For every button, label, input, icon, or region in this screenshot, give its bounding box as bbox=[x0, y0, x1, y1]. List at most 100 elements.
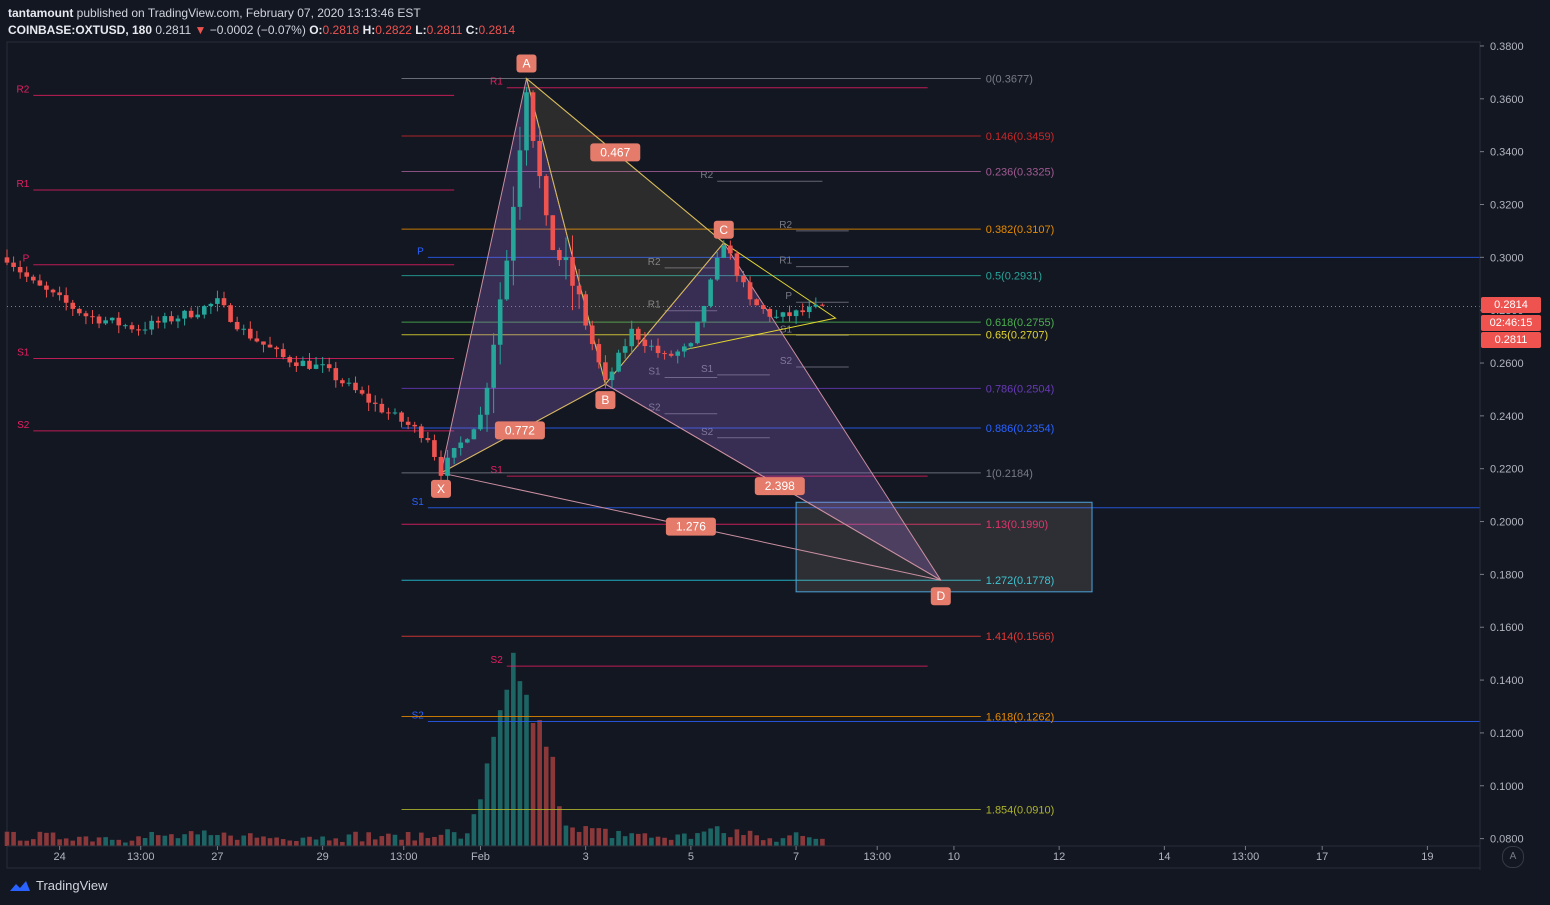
candle-body bbox=[668, 353, 674, 356]
volume-bar bbox=[386, 833, 391, 846]
candle-body bbox=[359, 390, 365, 394]
volume-bar bbox=[96, 837, 102, 846]
candle-body bbox=[734, 253, 740, 276]
ratio-label-bg bbox=[590, 143, 641, 162]
candle-body bbox=[195, 314, 201, 318]
candle-body bbox=[37, 280, 43, 286]
pivot-label: S1 bbox=[491, 465, 504, 476]
volume-bar bbox=[399, 839, 404, 846]
pivot-label: S2 bbox=[491, 655, 504, 666]
candle-body bbox=[300, 360, 306, 366]
volume-bar bbox=[57, 839, 62, 846]
volume-bar bbox=[405, 831, 411, 846]
candle-body bbox=[767, 308, 773, 317]
candle-body bbox=[175, 318, 181, 322]
down-arrow-icon: ▼ bbox=[194, 23, 207, 37]
volume-bar bbox=[267, 838, 273, 846]
author-name[interactable]: tantamount bbox=[8, 6, 74, 20]
candle-body bbox=[695, 321, 700, 344]
candle-body bbox=[806, 306, 812, 313]
candle-body bbox=[333, 368, 339, 381]
volume-bar bbox=[294, 840, 299, 846]
volume-bar bbox=[701, 831, 707, 846]
candles bbox=[4, 86, 1480, 483]
price-tick-label: 0.3600 bbox=[1490, 94, 1524, 106]
ratio-label: 0.467 bbox=[590, 143, 641, 162]
pivot-label: S2 bbox=[648, 403, 661, 414]
candle-body bbox=[248, 328, 253, 339]
volume-bar bbox=[760, 840, 766, 846]
brand-name: TradingView bbox=[36, 878, 108, 893]
volume-bar bbox=[241, 835, 247, 846]
fib-label: 0.382(0.3107) bbox=[986, 224, 1055, 236]
time-tick-label: 5 bbox=[688, 851, 694, 863]
volume-bar bbox=[313, 839, 319, 846]
open-value: 0.2818 bbox=[322, 23, 360, 37]
candle-body bbox=[728, 245, 733, 254]
close-price-tag: 0.2814 bbox=[1481, 297, 1541, 313]
candle-body bbox=[616, 352, 621, 372]
volume-bar bbox=[780, 838, 786, 846]
volume-bar bbox=[741, 835, 746, 846]
candle-body bbox=[313, 364, 319, 369]
pivot-label: P bbox=[785, 291, 792, 302]
volume-bar bbox=[155, 835, 161, 846]
volume-bar bbox=[129, 840, 135, 846]
volume-bar bbox=[787, 835, 792, 846]
point-c-label: C bbox=[713, 220, 734, 239]
candle-body bbox=[570, 257, 575, 286]
volume-bar bbox=[629, 833, 635, 846]
ratio-label: 1.276 bbox=[665, 517, 716, 536]
price-tick-label: 0.1400 bbox=[1490, 675, 1524, 687]
volume-bar bbox=[326, 840, 332, 846]
price-change: −0.0002 (−0.07%) bbox=[209, 23, 306, 37]
point-x-label-bg bbox=[431, 479, 452, 498]
candle-body bbox=[215, 298, 220, 304]
pivot-label: R1 bbox=[648, 300, 661, 311]
candle-body bbox=[307, 360, 312, 369]
candle-body bbox=[123, 325, 128, 327]
volume-bar bbox=[254, 837, 260, 846]
pivot-levels: R2 R1 P S1 S2 R1 S1 S2 P S1 S2 R2 R2 R1 S1 S2 S1 S2 R2 R1 P S… bbox=[17, 77, 1480, 723]
volume-bar bbox=[136, 836, 141, 846]
candle-body bbox=[721, 245, 727, 258]
volume-bar bbox=[491, 736, 496, 846]
volume-bar bbox=[149, 831, 154, 846]
candle-body bbox=[162, 316, 168, 323]
volume-bar bbox=[432, 836, 437, 846]
point-c-label-text: C bbox=[719, 223, 728, 237]
volume-bar bbox=[570, 827, 575, 846]
high-value: 0.2822 bbox=[375, 23, 412, 37]
candle-body bbox=[451, 448, 457, 458]
open-label: O: bbox=[309, 23, 323, 37]
volume-bar bbox=[451, 832, 457, 846]
volume-bar bbox=[340, 841, 345, 846]
time-tick-label: 13:00 bbox=[863, 851, 891, 863]
candle-body bbox=[635, 328, 641, 340]
pivot-label: S2 bbox=[17, 420, 30, 431]
close-value: 0.2814 bbox=[478, 23, 516, 37]
volume-bar bbox=[77, 836, 82, 846]
volume-bar bbox=[379, 836, 385, 846]
auto-scale-button[interactable]: A bbox=[1502, 846, 1524, 868]
candle-body bbox=[116, 317, 122, 326]
candle-body bbox=[813, 304, 819, 307]
close-label: C: bbox=[465, 23, 479, 37]
ratio-label-text: 1.276 bbox=[676, 520, 706, 534]
time-axis[interactable]: 24 13:00 27 29 13:00 Feb 3 5 7 13:00 10 12 14 13:00 17… bbox=[7, 845, 1480, 863]
candle-body bbox=[471, 429, 477, 440]
volume-bar bbox=[208, 835, 214, 846]
symbol-name[interactable]: COINBASE:OXTUSD, 180 bbox=[8, 23, 153, 37]
ratio-label-bg bbox=[494, 421, 545, 440]
volume-bar bbox=[596, 828, 602, 846]
volume-bar bbox=[616, 830, 621, 846]
price-tick-label: 0.2400 bbox=[1490, 411, 1524, 423]
tradingview-logo[interactable]: TradingView bbox=[8, 878, 108, 893]
candle-body bbox=[609, 371, 615, 381]
time-tick-label: 24 bbox=[53, 851, 65, 863]
volume-bar bbox=[438, 834, 444, 846]
volume-bar bbox=[24, 840, 30, 846]
fib-levels: 0(0.3677) 0.146(0.3459) 0.236(0.3325) 0.382… bbox=[401, 73, 1055, 817]
candle-body bbox=[708, 279, 713, 306]
